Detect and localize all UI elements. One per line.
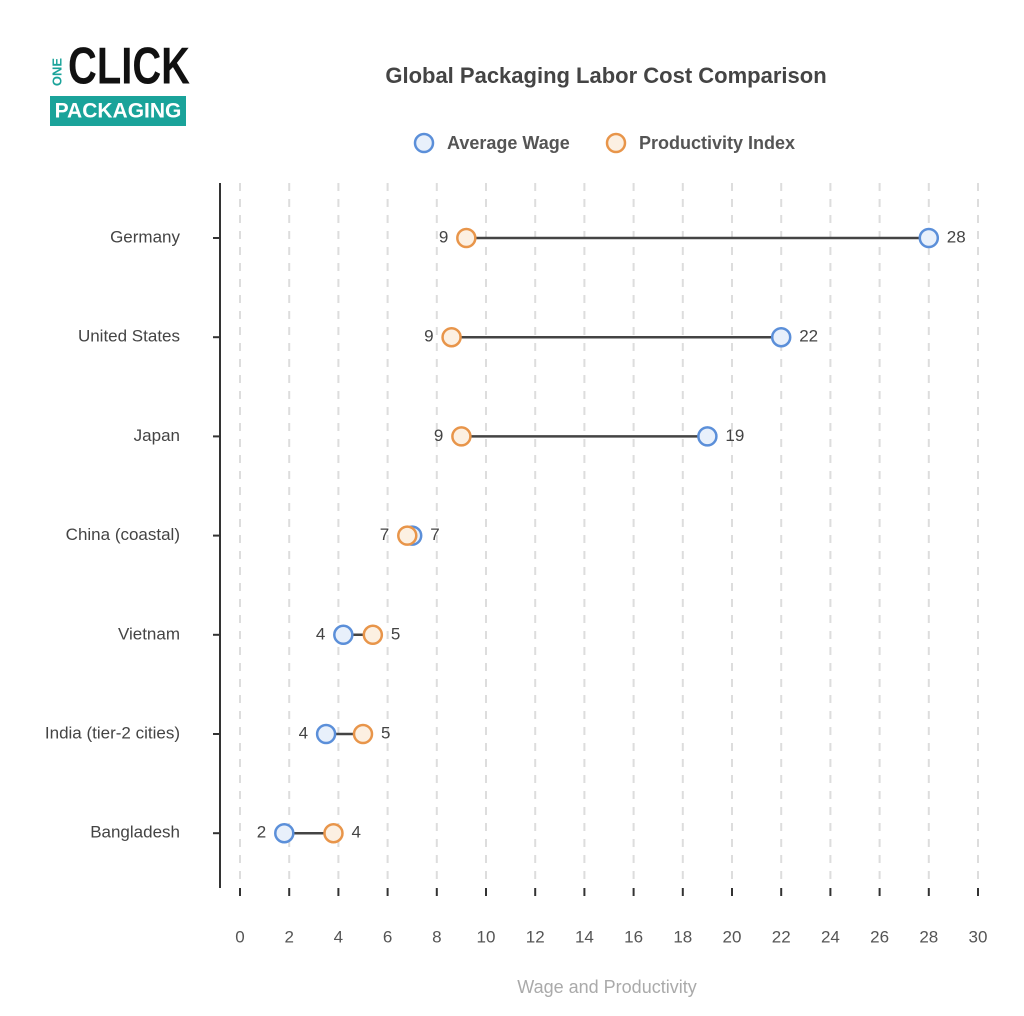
dot — [274, 822, 295, 844]
x-tick-label: 10 — [477, 927, 496, 946]
x-tick-label: 26 — [870, 927, 889, 946]
x-tick-label: 20 — [723, 927, 742, 946]
dot — [770, 326, 792, 348]
y-tick-label: Germany — [110, 227, 180, 246]
x-axis-label: Wage and Productivity — [517, 977, 696, 997]
y-tick-label: China (coastal) — [66, 525, 180, 544]
value-label: 28 — [947, 227, 966, 246]
x-tick-label: 8 — [432, 927, 441, 946]
logo: PACKAGING CLICK ONE — [49, 38, 190, 126]
dot — [397, 525, 418, 546]
legend-marker — [413, 132, 435, 154]
dot — [441, 326, 462, 348]
x-tick-label: 16 — [624, 927, 643, 946]
logo-click: CLICK — [68, 38, 190, 96]
y-tick-label: United States — [78, 327, 180, 346]
x-tick-label: 0 — [235, 927, 244, 946]
value-label: 4 — [299, 723, 308, 742]
chart-title: Global Packaging Labor Cost Comparison — [385, 63, 826, 88]
logo-one: ONE — [49, 58, 64, 87]
dot — [315, 723, 337, 745]
dot — [451, 426, 472, 447]
logo-packaging: PACKAGING — [55, 100, 182, 123]
y-tick-label: Bangladesh — [90, 823, 180, 842]
y-tick-label: India (tier-2 cities) — [45, 723, 180, 742]
dot — [333, 624, 354, 646]
x-tick-label: 18 — [673, 927, 692, 946]
dot — [456, 227, 477, 249]
y-tick-label: Japan — [134, 426, 180, 445]
x-tick-label: 6 — [383, 927, 392, 946]
value-label: 9 — [424, 327, 433, 346]
value-label: 7 — [380, 525, 389, 544]
x-tick-label: 24 — [821, 927, 840, 946]
legend-label: Average Wage — [447, 133, 570, 153]
value-label: 19 — [725, 426, 744, 445]
value-label: 5 — [391, 624, 400, 643]
x-tick-label: 22 — [772, 927, 791, 946]
value-label: 4 — [351, 823, 360, 842]
x-tick-label: 4 — [334, 927, 343, 946]
logo-band — [50, 96, 186, 126]
value-label: 4 — [316, 624, 325, 643]
x-tick-label: 30 — [969, 927, 988, 946]
value-label: 9 — [439, 227, 448, 246]
x-tick-label: 14 — [575, 927, 594, 946]
value-label: 5 — [381, 723, 390, 742]
x-tick-label: 28 — [919, 927, 938, 946]
x-tick-label: 12 — [526, 927, 545, 946]
value-label: 9 — [434, 426, 443, 445]
dot — [323, 822, 344, 844]
dot — [362, 624, 384, 646]
value-label: 22 — [799, 327, 818, 346]
dot — [697, 426, 718, 447]
y-tick-label: Vietnam — [118, 624, 180, 643]
dot — [918, 227, 940, 249]
value-label: 2 — [257, 823, 266, 842]
dot — [352, 723, 374, 745]
legend-marker — [605, 132, 627, 154]
legend-label: Productivity Index — [639, 133, 795, 153]
x-tick-label: 2 — [284, 927, 293, 946]
value-label: 7 — [430, 525, 439, 544]
